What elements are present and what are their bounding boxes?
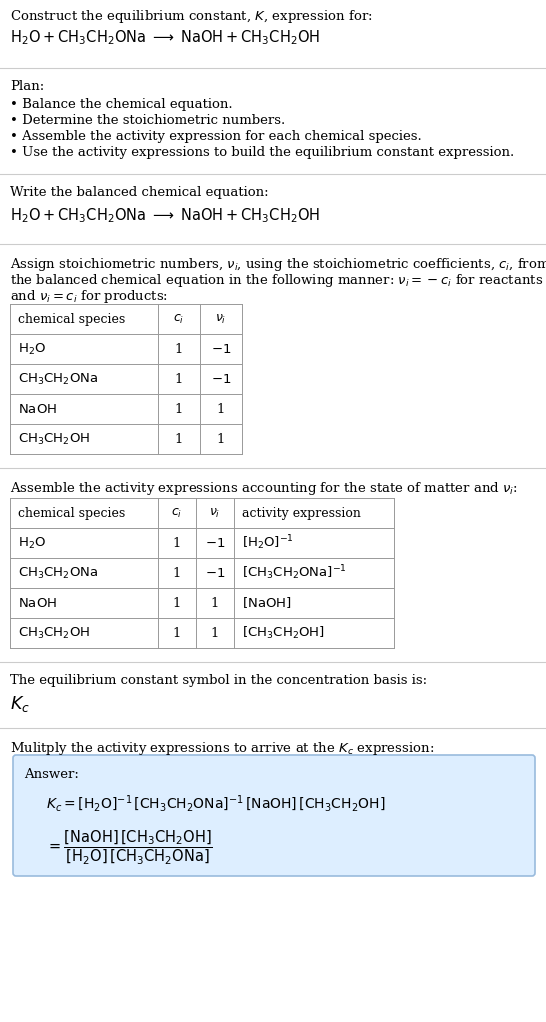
Text: Assemble the activity expressions accounting for the state of matter and $\nu_i$: Assemble the activity expressions accoun…	[10, 480, 518, 497]
Text: Plan:: Plan:	[10, 80, 44, 93]
Text: 1: 1	[173, 566, 181, 579]
Text: $[\mathrm{CH_3CH_2OH}]$: $[\mathrm{CH_3CH_2OH}]$	[242, 624, 325, 641]
Text: activity expression: activity expression	[242, 507, 361, 519]
Text: $c_i$: $c_i$	[174, 313, 185, 326]
Text: $\mathrm{NaOH}$: $\mathrm{NaOH}$	[18, 597, 57, 609]
Text: 1: 1	[173, 597, 181, 609]
Text: $[\mathrm{CH_3CH_2ONa}]^{-1}$: $[\mathrm{CH_3CH_2ONa}]^{-1}$	[242, 564, 347, 583]
Text: 1: 1	[217, 403, 225, 416]
Text: 1: 1	[211, 597, 219, 609]
Text: 1: 1	[175, 372, 183, 385]
Text: $[\mathrm{H_2O}]^{-1}$: $[\mathrm{H_2O}]^{-1}$	[242, 533, 294, 552]
Text: the balanced chemical equation in the following manner: $\nu_i = -c_i$ for react: the balanced chemical equation in the fo…	[10, 272, 543, 289]
Text: $\mathrm{H_2O + CH_3CH_2ONa \;\longrightarrow\; NaOH + CH_3CH_2OH}$: $\mathrm{H_2O + CH_3CH_2ONa \;\longright…	[10, 206, 321, 225]
Text: 1: 1	[173, 537, 181, 550]
Text: Write the balanced chemical equation:: Write the balanced chemical equation:	[10, 186, 269, 199]
Text: 1: 1	[175, 432, 183, 446]
Text: $K_c = [\mathrm{H_2O}]^{-1}\,[\mathrm{CH_3CH_2ONa}]^{-1}\,[\mathrm{NaOH}]\,[\mat: $K_c = [\mathrm{H_2O}]^{-1}\,[\mathrm{CH…	[46, 794, 385, 815]
Text: $\nu_i$: $\nu_i$	[209, 507, 221, 519]
Text: $K_c$: $K_c$	[10, 694, 30, 714]
Text: 1: 1	[175, 403, 183, 416]
Text: $-1$: $-1$	[211, 372, 231, 385]
Text: Assign stoichiometric numbers, $\nu_i$, using the stoichiometric coefficients, $: Assign stoichiometric numbers, $\nu_i$, …	[10, 256, 546, 273]
Text: $-1$: $-1$	[205, 566, 225, 579]
Text: $= \dfrac{[\mathrm{NaOH}]\,[\mathrm{CH_3CH_2OH}]}{[\mathrm{H_2O}]\,[\mathrm{CH_3: $= \dfrac{[\mathrm{NaOH}]\,[\mathrm{CH_3…	[46, 828, 213, 866]
Text: chemical species: chemical species	[18, 313, 125, 325]
Text: $\mathrm{H_2O}$: $\mathrm{H_2O}$	[18, 536, 46, 551]
Text: Answer:: Answer:	[24, 768, 79, 781]
Text: $-1$: $-1$	[211, 342, 231, 356]
Text: Mulitply the activity expressions to arrive at the $K_c$ expression:: Mulitply the activity expressions to arr…	[10, 740, 434, 757]
Text: $-1$: $-1$	[205, 537, 225, 550]
Text: $\nu_i$: $\nu_i$	[215, 313, 227, 326]
Text: Construct the equilibrium constant, $K$, expression for:: Construct the equilibrium constant, $K$,…	[10, 8, 373, 25]
Text: 1: 1	[173, 626, 181, 640]
Text: 1: 1	[175, 342, 183, 356]
Text: 1: 1	[217, 432, 225, 446]
Text: • Determine the stoichiometric numbers.: • Determine the stoichiometric numbers.	[10, 114, 285, 127]
Text: $[\mathrm{NaOH}]$: $[\mathrm{NaOH}]$	[242, 596, 292, 610]
Text: 1: 1	[211, 626, 219, 640]
Text: $\mathrm{CH_3CH_2OH}$: $\mathrm{CH_3CH_2OH}$	[18, 431, 90, 447]
Text: $\mathrm{CH_3CH_2ONa}$: $\mathrm{CH_3CH_2ONa}$	[18, 371, 98, 386]
Text: $\mathrm{CH_3CH_2OH}$: $\mathrm{CH_3CH_2OH}$	[18, 625, 90, 641]
Text: • Balance the chemical equation.: • Balance the chemical equation.	[10, 98, 233, 111]
Text: $\mathrm{H_2O + CH_3CH_2ONa \;\longrightarrow\; NaOH + CH_3CH_2OH}$: $\mathrm{H_2O + CH_3CH_2ONa \;\longright…	[10, 28, 321, 47]
Text: chemical species: chemical species	[18, 507, 125, 519]
Text: $c_i$: $c_i$	[171, 507, 182, 519]
Text: $\mathrm{H_2O}$: $\mathrm{H_2O}$	[18, 341, 46, 357]
Text: and $\nu_i = c_i$ for products:: and $\nu_i = c_i$ for products:	[10, 288, 168, 305]
Text: $\mathrm{NaOH}$: $\mathrm{NaOH}$	[18, 403, 57, 416]
FancyBboxPatch shape	[13, 755, 535, 876]
Text: $\mathrm{CH_3CH_2ONa}$: $\mathrm{CH_3CH_2ONa}$	[18, 565, 98, 580]
Text: The equilibrium constant symbol in the concentration basis is:: The equilibrium constant symbol in the c…	[10, 673, 427, 687]
Text: • Assemble the activity expression for each chemical species.: • Assemble the activity expression for e…	[10, 130, 422, 143]
Text: • Use the activity expressions to build the equilibrium constant expression.: • Use the activity expressions to build …	[10, 146, 514, 159]
